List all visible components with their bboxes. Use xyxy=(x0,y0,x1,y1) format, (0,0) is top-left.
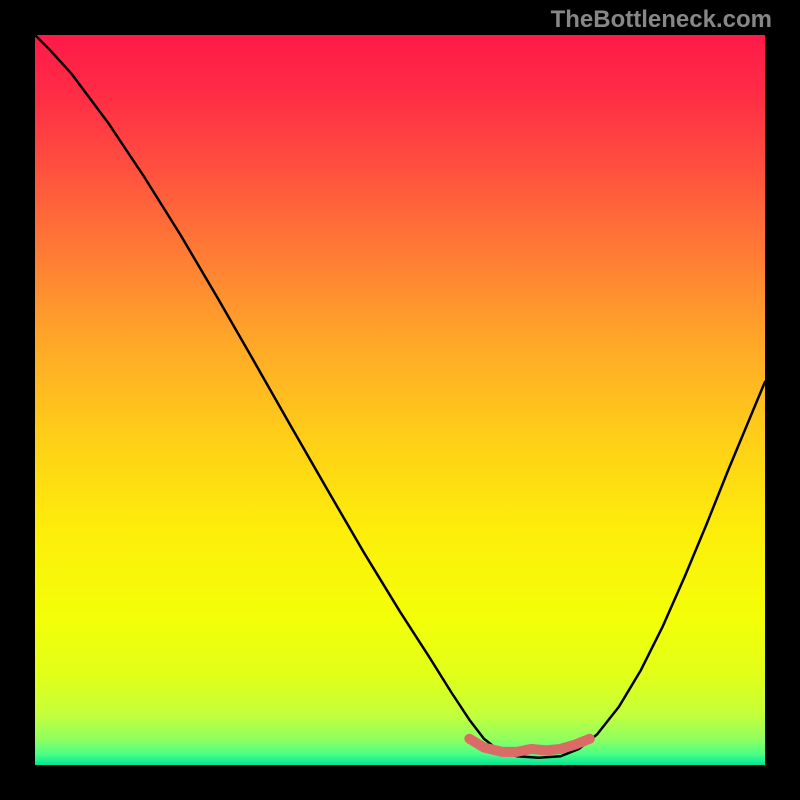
bottleneck-chart xyxy=(35,35,765,765)
chart-frame: TheBottleneck.com xyxy=(0,0,800,800)
chart-background xyxy=(35,35,765,765)
watermark-label: TheBottleneck.com xyxy=(551,6,772,34)
